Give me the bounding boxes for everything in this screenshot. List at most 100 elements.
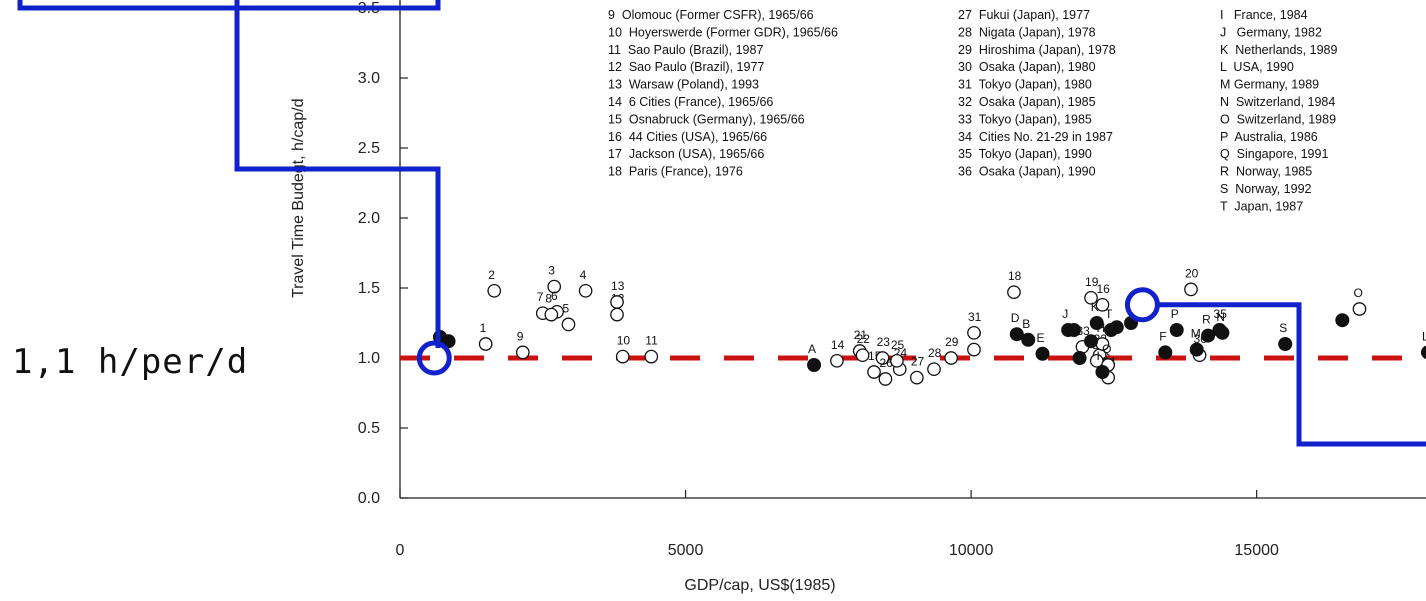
point-label: 9: [517, 329, 524, 343]
y-tick-label: 1.5: [358, 280, 380, 297]
legend-entry: 15 Osnabruck (Germany), 1965/66: [608, 112, 805, 126]
data-point-filled: [1095, 365, 1110, 379]
point-label: S: [1279, 321, 1287, 335]
data-point-open: [615, 349, 630, 364]
point-label: T: [1105, 307, 1113, 321]
y-tick-label: 0.0: [358, 490, 380, 507]
data-point-filled: [807, 358, 822, 372]
legend-entry: 27 Fukui (Japan), 1977: [958, 8, 1090, 22]
data-point-filled: [1421, 345, 1426, 360]
legend-entry: 36 Osaka (Japan), 1990: [958, 165, 1096, 179]
y-axis-title: Travel Time Budegt, h/cap/d: [290, 98, 307, 298]
highlight-circle-left: [416, 340, 452, 376]
data-point-open: [927, 362, 941, 377]
data-point-open: [644, 349, 659, 364]
legend-entry: R Norway, 1985: [1220, 165, 1312, 179]
data-point-filled: [1278, 337, 1293, 351]
point-label: 26: [879, 356, 893, 370]
data-point-filled: [1212, 323, 1227, 337]
point-label: K: [1091, 300, 1099, 314]
point-label: A: [808, 342, 816, 356]
legend-entry: S Norway, 1992: [1220, 182, 1312, 196]
data-point-open: [544, 307, 559, 322]
point-label: 28: [928, 346, 942, 360]
point-label: M: [1191, 327, 1201, 341]
data-point-open: [878, 372, 893, 386]
legend-entry: 12 Sao Paulo (Brazil), 1977: [608, 60, 764, 74]
point-label: 2: [488, 268, 495, 282]
y-tick-label: 3.0: [358, 70, 380, 87]
data-point-open: [610, 295, 624, 309]
data-point-open: [578, 283, 593, 298]
point-label: 7: [537, 290, 544, 304]
legend-entry: 11 Sao Paulo (Brazil), 1987: [608, 43, 763, 57]
point-label: 18: [1008, 269, 1022, 283]
data-point-open: [561, 317, 576, 332]
legend-entry: 32 Osaka (Japan), 1985: [958, 95, 1096, 109]
legend-entry: 13 Warsaw (Poland), 1993: [608, 78, 759, 92]
point-label: O: [1353, 286, 1362, 300]
point-label: 5: [562, 301, 569, 315]
point-label: D: [1011, 311, 1020, 325]
data-point-filled: [1201, 328, 1216, 343]
point-label: 4: [580, 268, 587, 282]
point-label: I: [1096, 349, 1099, 363]
point-label: 11: [645, 334, 658, 348]
highlight-connector-left: [234, 0, 441, 348]
point-label: 13: [611, 279, 625, 293]
legend-entry: N Switzerland, 1984: [1220, 95, 1335, 109]
legend-entry: M Germany, 1989: [1220, 78, 1319, 92]
legend-entry: 34 Cities No. 21-29 in 1987: [958, 130, 1113, 144]
legend-entry: O Switzerland, 1989: [1220, 112, 1336, 126]
highlight-circle-right: [1124, 287, 1160, 323]
point-label: 20: [1185, 266, 1199, 280]
point-label: 29: [945, 335, 959, 349]
data-point-filled: [1089, 316, 1104, 330]
point-label: 23: [877, 335, 891, 349]
legend-entry: 30 Osaka (Japan), 1980: [958, 60, 1096, 74]
point-label: R: [1202, 313, 1211, 327]
legend-entry: 31 Tokyo (Japan), 1980: [958, 78, 1092, 92]
x-tick-label: 5000: [668, 542, 704, 559]
data-point-open: [1095, 297, 1110, 312]
legend-entry: P Australia, 1986: [1220, 130, 1318, 144]
legend-entry: T Japan, 1987: [1220, 199, 1303, 213]
data-point-open: [1184, 282, 1198, 297]
highlight-connector-right: [1157, 302, 1426, 447]
data-point-open: [944, 351, 958, 365]
legend: 9 Olomouc (Former CSFR), 1965/66 10 Hoyer…: [608, 8, 1337, 213]
data-point-open: [1084, 290, 1098, 305]
point-label: 3: [548, 264, 555, 278]
data-point-open: [967, 325, 981, 340]
data-point-filled: [1072, 351, 1087, 365]
point-label: 6: [551, 289, 558, 303]
legend-entry: Q Singapore, 1991: [1220, 147, 1328, 161]
data-point-filled: [1189, 342, 1204, 357]
data-point-open: [855, 348, 870, 363]
data-point-filled: [1109, 320, 1124, 335]
annotation-text: 1,1 h/per/d: [12, 342, 248, 382]
data-point-open: [830, 353, 844, 368]
legend-entry: 28 Nigata (Japan), 1978: [958, 25, 1096, 39]
legend-entry: 16 44 Cities (USA), 1965/66: [608, 130, 767, 144]
data-point-filled: [1169, 323, 1184, 337]
point-label: Q: [1102, 342, 1111, 356]
data-point-open: [515, 345, 530, 360]
axes: 0.00.51.01.52.02.53.03.50 5000 10000 15000G…: [290, 0, 1426, 594]
data-point-open: [875, 351, 890, 365]
data-point-open: [610, 307, 624, 322]
data-point-filled: [1009, 327, 1024, 342]
x-axis-title: GDP/cap, US$(1985): [684, 577, 835, 594]
point-label: E: [1037, 331, 1045, 345]
data-point-open: [867, 365, 881, 379]
point-label: 19: [1085, 275, 1099, 289]
data-point-filled: [1021, 332, 1036, 347]
legend-entry: I France, 1984: [1220, 8, 1308, 22]
legend-entry: 17 Jackson (USA), 1965/66: [608, 147, 764, 161]
data-point-filled: [1035, 346, 1050, 361]
point-label: 8: [545, 292, 552, 306]
x-tick-label: 0: [396, 542, 405, 559]
point-label: 1: [480, 321, 487, 335]
